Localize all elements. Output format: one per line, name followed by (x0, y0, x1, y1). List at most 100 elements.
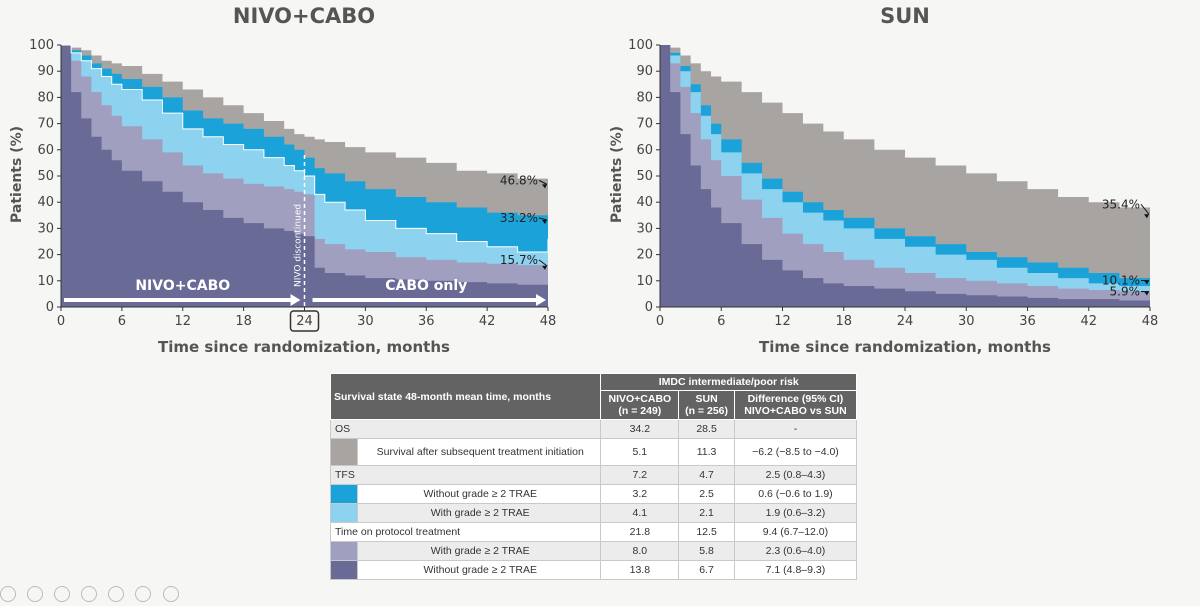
cell-v3: 2.5 (0.8–4.3) (733, 465, 858, 485)
cell-v2: 2.5 (678, 484, 735, 504)
cell-v1: 8.0 (600, 541, 680, 561)
cell-v3: 1.9 (0.6–3.2) (733, 503, 858, 523)
arrowhead (542, 265, 547, 270)
nivo-cabo-phase-label: NIVO+CABO (135, 278, 230, 294)
chart-plot-area: 0 10 20 30 40 50 60 70 80 90 100 0 6 12 18 24 30 36 42 48 46… (29, 38, 556, 332)
x-tick-label: 12 (174, 314, 191, 329)
x-tick-label: 42 (479, 314, 496, 329)
cell-v1: 13.8 (600, 560, 680, 580)
end-label-arrow (538, 217, 548, 221)
x-axis-title: Time since randomization, months (759, 338, 1051, 356)
cell-v2: 6.7 (678, 560, 735, 580)
arrowhead-left (290, 294, 301, 306)
nivo-discontinued-label: NIVO discontinued (294, 204, 304, 287)
y-tick-label: 20 (37, 248, 54, 263)
pen-icon[interactable] (27, 586, 44, 602)
arrowhead-right (536, 294, 546, 306)
legend-swatch (330, 484, 358, 504)
table-row: OS 34.2 28.5- (329, 419, 858, 439)
cell-v1: 21.8 (600, 522, 680, 542)
arrowhead (542, 184, 547, 189)
table-group-header: IMDC intermediate/poor risk (600, 373, 857, 391)
y-tick-label: 20 (636, 248, 653, 263)
more-icon[interactable] (162, 586, 179, 602)
table-header-state: Survival state 48-month mean time, month… (329, 373, 602, 420)
y-tick-label: 90 (636, 64, 653, 79)
cell-v2: 12.5 (678, 522, 735, 542)
y-tick-label: 30 (37, 221, 54, 236)
cell-v2: 2.1 (678, 503, 735, 523)
back-icon[interactable] (0, 586, 16, 602)
end-value-label: 46.8% (500, 173, 538, 187)
legend-swatch (330, 541, 358, 561)
cell-v1: 34.2 (600, 419, 680, 439)
x-axis-title: Time since randomization, months (158, 338, 450, 356)
x-tick-label: 0 (57, 314, 65, 329)
x-tick-label: 36 (418, 314, 435, 329)
x-tick-label: 30 (958, 314, 975, 329)
y-tick-label: 80 (37, 90, 54, 105)
end-value-label: 33.2% (500, 211, 538, 225)
row-label: Without grade ≥ 2 TRAE (356, 560, 602, 580)
x-tick-label: 6 (118, 314, 126, 329)
row-label: OS (329, 419, 602, 439)
y-tick-label: 90 (37, 64, 54, 79)
x-tick-label: 24 (296, 314, 313, 329)
y-tick-label: 100 (628, 38, 653, 53)
cell-v1: 4.1 (600, 503, 680, 523)
zoom-icon[interactable] (81, 586, 98, 602)
y-tick-label: 60 (37, 143, 54, 158)
table-col-sun: SUN (n = 256) (678, 390, 735, 420)
cell-v3: 2.3 (0.6–4.0) (733, 541, 858, 561)
cell-v2: 11.3 (678, 438, 735, 466)
cell-v2: 5.8 (678, 541, 735, 561)
cell-v1: 3.2 (600, 484, 680, 504)
table-body: OS 34.2 28.5- Survival after subsequent tre… (329, 419, 858, 580)
table-col-difference: Difference (95% CI) NIVO+CABO vs SUN (733, 390, 858, 420)
table-col-nivo-cabo: NIVO+CABO (n = 249) (600, 390, 680, 420)
y-tick-label: 10 (37, 274, 54, 289)
end-value-label: 35.4% (1102, 197, 1140, 211)
y-tick-label: 0 (46, 300, 54, 315)
end-label-arrow (538, 259, 548, 267)
arrowhead (542, 220, 547, 225)
y-tick-label: 30 (636, 221, 653, 236)
chart-nivo-cabo: NIVO+CABO Patients (%) 0 10 20 30 40 50 60 70 80… (0, 0, 580, 360)
x-tick-label: 48 (1142, 314, 1159, 329)
cell-v3: −6.2 (−8.5 to −4.0) (733, 438, 858, 466)
cell-v3: 9.4 (6.7–12.0) (733, 522, 858, 542)
y-tick-label: 70 (37, 117, 54, 132)
area-tx-with (660, 45, 1150, 307)
y-tick-label: 80 (636, 90, 653, 105)
end-label-arrow (538, 179, 548, 185)
cell-v2: 28.5 (678, 419, 735, 439)
y-tick-label: 10 (636, 274, 653, 289)
table-row: Time on protocol treatment 21.8 12.5 9.4 (6… (329, 522, 858, 542)
chart-sun: SUN Patients (%) 0 10 20 30 40 50 60 70 80 90 100 0… (600, 0, 1200, 360)
y-tick-label: 70 (636, 117, 653, 132)
y-tick-label: 40 (37, 195, 54, 210)
cell-v3: 7.1 (4.8–9.3) (733, 560, 858, 580)
row-label: With grade ≥ 2 TRAE (356, 541, 602, 561)
arrowhead (1144, 280, 1149, 285)
chart-plot-area: 0 10 20 30 40 50 60 70 80 90 100 0 6 12 18 24 30 36 42 48 35… (628, 38, 1159, 329)
cabo-only-phase-label: CABO only (385, 278, 467, 294)
table-row: TFS 7.2 4.7 2.5 (0.8–4.3) (329, 465, 858, 485)
y-tick-label: 60 (636, 143, 653, 158)
slides-icon[interactable] (54, 586, 71, 602)
survival-state-table: Survival state 48-month mean time, month… (329, 373, 858, 580)
table-row: Without grade ≥ 2 TRAE 13.8 6.7 7.1 (4.8–9.… (330, 560, 858, 580)
highlighted-tick-box (289, 310, 320, 332)
area-tx-without (61, 45, 548, 307)
cell-v3: 0.6 (−0.6 to 1.9) (733, 484, 858, 504)
x-tick-label: 18 (235, 314, 252, 329)
legend-swatch (330, 503, 358, 523)
row-label: Without grade ≥ 2 TRAE (356, 484, 602, 504)
row-label: TFS (329, 465, 602, 485)
row-label: With grade ≥ 2 TRAE (356, 503, 602, 523)
subtitle-icon[interactable] (108, 586, 125, 602)
table-row: Without grade ≥ 2 TRAE 3.2 2.5 0.6 (−0.6 to… (330, 484, 858, 504)
camera-icon[interactable] (135, 586, 152, 602)
y-tick-label: 0 (645, 300, 653, 315)
arrowhead (1144, 291, 1149, 296)
